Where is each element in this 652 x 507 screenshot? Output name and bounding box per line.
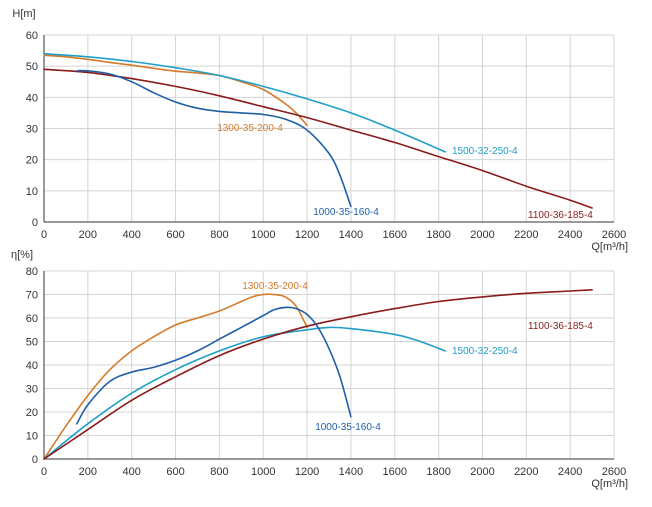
- x-axis-label: Q[m³/h]: [591, 478, 628, 490]
- y-tick-label: 50: [26, 61, 38, 73]
- y-tick-label: 80: [26, 266, 38, 278]
- x-tick-label: 1600: [383, 229, 407, 241]
- y-axis-label: η[%]: [11, 249, 33, 261]
- series-label-1000-35-160-4: 1000-35-160-4: [315, 422, 381, 433]
- x-tick-label: 1600: [383, 466, 407, 478]
- y-tick-label: 20: [26, 155, 38, 167]
- x-axis-label: Q[m³/h]: [591, 241, 628, 253]
- series-label-1000-35-160-4: 1000-35-160-4: [313, 207, 379, 218]
- y-tick-label: 10: [26, 186, 38, 198]
- series-line-1300-35-200-4: [43, 54, 308, 127]
- y-tick-label: 30: [26, 124, 38, 136]
- series-label-1300-35-200-4: 1300-35-200-4: [217, 123, 283, 134]
- x-tick-label: 800: [210, 466, 228, 478]
- x-tick-label: 2600: [602, 229, 626, 241]
- x-tick-label: 2400: [558, 466, 582, 478]
- series-line-1000-35-160-4: [76, 306, 352, 425]
- x-tick-label: 400: [123, 466, 141, 478]
- y-tick-label: 40: [26, 360, 38, 372]
- x-tick-label: 1800: [426, 229, 450, 241]
- y-tick-label: 60: [26, 313, 38, 325]
- x-tick-label: 0: [41, 229, 47, 241]
- series-line-1100-36-185-4: [43, 68, 593, 209]
- series-label-1500-32-250-4: 1500-32-250-4: [452, 146, 518, 157]
- x-tick-label: 0: [41, 466, 47, 478]
- y-tick-label: 60: [26, 30, 38, 42]
- y-axis-label: H[m]: [12, 8, 35, 20]
- chart-panel-1: 0 200 400 600 800 1000 1200 1400 1600 1800 2000 220…: [12, 8, 628, 253]
- x-tick-label: 2000: [470, 466, 494, 478]
- series-label-1100-36-185-4: 1100-36-185-4: [528, 321, 593, 332]
- series-label-1500-32-250-4: 1500-32-250-4: [452, 346, 518, 357]
- y-tick-label: 0: [32, 454, 38, 466]
- y-tick-label: 10: [26, 431, 38, 443]
- y-tick-label: 50: [26, 337, 38, 349]
- x-tick-label: 200: [79, 229, 97, 241]
- y-tick-label: 30: [26, 384, 38, 396]
- series-line-1500-32-250-4: [43, 326, 446, 460]
- chart-panel-2: 0 200 400 600 800 1000 1200 1400 1600 1800 2000 220…: [11, 249, 628, 490]
- x-tick-label: 2200: [514, 466, 538, 478]
- x-tick-label: 2600: [602, 466, 626, 478]
- series-label-1100-36-185-4: 1100-36-185-4: [528, 210, 593, 221]
- series-line-1100-36-185-4: [43, 289, 593, 460]
- x-tick-label: 1800: [426, 466, 450, 478]
- x-tick-label: 2400: [558, 229, 582, 241]
- x-tick-label: 800: [210, 229, 228, 241]
- x-tick-label: 2000: [470, 229, 494, 241]
- x-tick-label: 400: [123, 229, 141, 241]
- y-tick-label: 20: [26, 407, 38, 419]
- x-tick-label: 600: [166, 229, 184, 241]
- x-tick-label: 1200: [295, 466, 319, 478]
- x-tick-label: 1400: [339, 229, 363, 241]
- x-tick-label: 1200: [295, 229, 319, 241]
- y-tick-label: 70: [26, 290, 38, 302]
- series-line-1500-32-250-4: [43, 52, 446, 153]
- x-tick-label: 1000: [251, 466, 275, 478]
- y-tick-label: 0: [32, 217, 38, 229]
- series-line-1300-35-200-4: [43, 293, 308, 460]
- x-tick-label: 600: [166, 466, 184, 478]
- x-tick-label: 1400: [339, 466, 363, 478]
- y-tick-label: 40: [26, 92, 38, 104]
- x-tick-label: 2200: [514, 229, 538, 241]
- series-line-1000-35-160-4: [76, 69, 352, 208]
- series-label-1300-35-200-4: 1300-35-200-4: [242, 281, 308, 292]
- x-tick-label: 200: [79, 466, 97, 478]
- x-tick-label: 1000: [251, 229, 275, 241]
